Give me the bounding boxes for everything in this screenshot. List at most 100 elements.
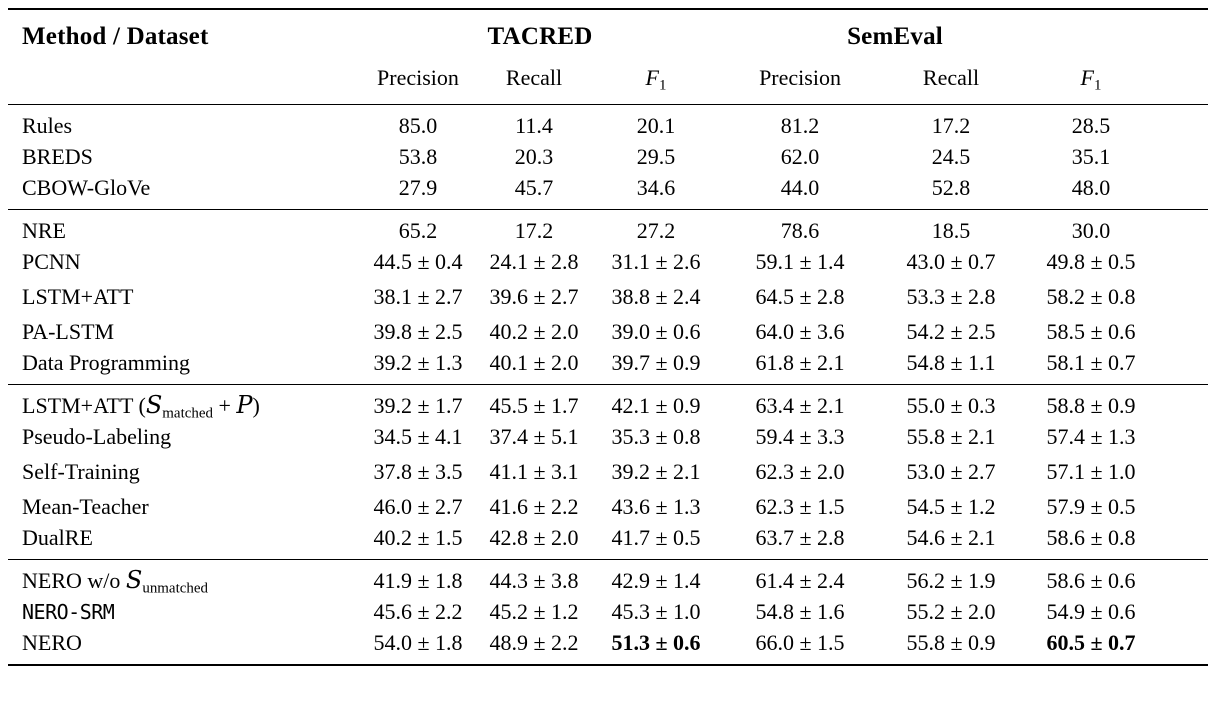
- row-group-4: NERO w/o Sunmatched 41.9 ± 1.8 44.3 ± 3.8 4…: [8, 559, 1209, 665]
- header-spacer: [1158, 9, 1208, 58]
- method-cell: LSTM+ATT: [22, 284, 134, 309]
- value-cell: 20.1: [636, 112, 676, 138]
- row-spacer: [1158, 385, 1208, 420]
- value-cell: 59.1 ± 1.4: [755, 249, 845, 274]
- value-cell: 45.5 ± 1.7: [489, 392, 579, 418]
- row-spacer: [1158, 595, 1208, 630]
- value-cell: 43.0 ± 0.7: [906, 249, 996, 274]
- value-cell: 59.4 ± 3.3: [755, 424, 845, 449]
- value-cell: 42.9 ± 1.4: [611, 567, 701, 593]
- value-cell: 35.3 ± 0.8: [611, 424, 701, 449]
- value-cell: 38.1 ± 2.7: [373, 284, 463, 309]
- paper-table-page: { "colors": { "background": "#ffffff", "…: [0, 8, 1216, 709]
- metric-header-empty: [8, 58, 358, 105]
- row-spacer: [1158, 245, 1208, 280]
- method-cell: NERO w/o Sunmatched: [22, 565, 208, 597]
- value-cell: 51.3 ± 0.6: [611, 630, 701, 655]
- value-cell: 41.6 ± 2.2: [489, 494, 579, 519]
- row-spacer: [1158, 140, 1208, 175]
- table-row: PCNN 44.5 ± 0.4 24.1 ± 2.8 31.1 ± 2.6 59.1 ±…: [8, 245, 1208, 280]
- method-cell: NRE: [22, 217, 66, 243]
- method-cell: Pseudo-Labeling: [22, 424, 172, 449]
- value-cell: 48.0: [1071, 175, 1111, 201]
- value-cell: 42.8 ± 2.0: [489, 525, 579, 551]
- value-cell: 54.0 ± 1.8: [373, 630, 463, 655]
- value-cell: 34.5 ± 4.1: [373, 424, 463, 449]
- metric-header-recall-semeval: Recall: [922, 65, 980, 90]
- table-row: CBOW-GloVe 27.9 45.7 34.6 44.0 52.8 48.0: [8, 175, 1208, 210]
- value-cell: 40.2 ± 1.5: [373, 525, 463, 551]
- method-cell: NERO-SRM: [8, 595, 358, 630]
- value-cell: 62.0: [780, 144, 820, 169]
- value-cell: 54.9 ± 0.6: [1046, 599, 1136, 624]
- value-cell: 41.7 ± 0.5: [611, 525, 701, 551]
- table-row: LSTM+ATT 38.1 ± 2.7 39.6 ± 2.7 38.8 ± 2.4 64…: [8, 280, 1208, 315]
- value-cell: 55.8 ± 2.1: [906, 424, 996, 449]
- value-cell: 57.1 ± 1.0: [1046, 459, 1136, 484]
- value-cell: 58.8 ± 0.9: [1046, 392, 1136, 418]
- value-cell: 39.7 ± 0.9: [611, 350, 701, 376]
- value-cell: 29.5: [636, 144, 676, 169]
- value-cell: 63.7 ± 2.8: [755, 525, 845, 551]
- metric-header-precision-semeval: Precision: [759, 65, 841, 90]
- row-spacer: [1158, 490, 1208, 525]
- value-cell: 56.2 ± 1.9: [906, 567, 996, 593]
- value-cell: 58.6 ± 0.6: [1046, 567, 1136, 593]
- metric-header-precision-tacred: Precision: [377, 65, 459, 90]
- value-cell: 24.5: [931, 144, 971, 169]
- script-letter: P: [236, 390, 253, 419]
- value-cell: 61.4 ± 2.4: [755, 567, 845, 593]
- method-cell: PA-LSTM: [22, 319, 115, 344]
- value-cell: 49.8 ± 0.5: [1046, 249, 1136, 274]
- value-cell: 54.2 ± 2.5: [906, 319, 996, 344]
- method-cell: Rules: [22, 112, 73, 138]
- row-spacer: [1158, 105, 1208, 140]
- value-cell: 39.6 ± 2.7: [489, 284, 579, 309]
- value-cell: 58.1 ± 0.7: [1046, 350, 1136, 376]
- value-cell: 54.5 ± 1.2: [906, 494, 996, 519]
- value-cell: 46.0 ± 2.7: [373, 494, 463, 519]
- value-cell: 35.1: [1071, 144, 1111, 169]
- dataset-header-semeval: SemEval: [847, 22, 943, 50]
- value-cell: 39.8 ± 2.5: [373, 319, 463, 344]
- value-cell: 17.2: [514, 217, 554, 243]
- value-cell: 24.1 ± 2.8: [489, 249, 579, 274]
- value-cell: 40.1 ± 2.0: [489, 350, 579, 376]
- value-cell: 64.0 ± 3.6: [755, 319, 845, 344]
- method-cell: Mean-Teacher: [22, 494, 149, 519]
- table-row: NERO w/o Sunmatched 41.9 ± 1.8 44.3 ± 3.8 4…: [8, 560, 1208, 597]
- table-header: Method / Dataset TACRED SemEval Precisio…: [8, 9, 1209, 105]
- value-cell: 60.5 ± 0.7: [1046, 630, 1136, 655]
- value-cell: 44.5 ± 0.4: [373, 249, 463, 274]
- value-cell: 40.2 ± 2.0: [489, 319, 579, 344]
- value-cell: 39.2 ± 2.1: [611, 459, 701, 484]
- row-group-3: LSTM+ATT (Smatched + P) 39.2 ± 1.7 45.5 ± …: [8, 384, 1209, 560]
- value-cell: 55.0 ± 0.3: [906, 392, 996, 418]
- script-letter: S: [125, 565, 143, 594]
- value-cell: 81.2: [780, 112, 820, 138]
- row-spacer: [1158, 630, 1208, 665]
- value-cell: 39.2 ± 1.7: [373, 392, 463, 418]
- table-row: Data Programming 39.2 ± 1.3 40.1 ± 2.0 39.7…: [8, 350, 1208, 385]
- value-cell: 11.4: [515, 112, 553, 138]
- table-row: Pseudo-Labeling 34.5 ± 4.1 37.4 ± 5.1 35.3 …: [8, 420, 1208, 455]
- value-cell: 45.7: [514, 175, 554, 201]
- row-spacer: [1158, 560, 1208, 595]
- value-cell: 85.0: [398, 112, 438, 138]
- table-row: Rules 85.0 11.4 20.1 81.2 17.2 28.5: [8, 105, 1208, 140]
- value-cell: 43.6 ± 1.3: [611, 494, 701, 519]
- value-cell: 48.9 ± 2.2: [489, 630, 579, 655]
- metric-header-row: Precision Recall F1 Precision Recall F1: [8, 58, 1208, 105]
- value-cell: 62.3 ± 2.0: [755, 459, 845, 484]
- value-cell: 58.2 ± 0.8: [1046, 284, 1136, 309]
- value-cell: 57.4 ± 1.3: [1046, 424, 1136, 449]
- value-cell: 63.4 ± 2.1: [755, 392, 845, 418]
- row-group-2: NRE 65.2 17.2 27.2 78.6 18.5 30.0 PCNN 44.5 ± 0.…: [8, 209, 1209, 385]
- value-cell: 66.0 ± 1.5: [755, 630, 845, 655]
- value-cell: 62.3 ± 1.5: [755, 494, 845, 519]
- value-cell: 45.6 ± 2.2: [373, 599, 463, 624]
- metric-header-f1-tacred: F1: [645, 65, 667, 94]
- value-cell: 44.0: [780, 175, 820, 201]
- table-row: NERO 54.0 ± 1.8 48.9 ± 2.2 51.3 ± 0.6 66.0 ±…: [8, 630, 1208, 665]
- value-cell: 41.1 ± 3.1: [489, 459, 579, 484]
